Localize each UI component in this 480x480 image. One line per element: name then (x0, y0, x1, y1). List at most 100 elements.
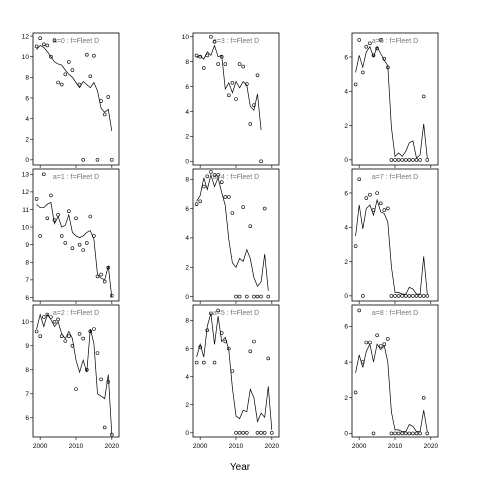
y-tick-label: 6 (25, 95, 29, 102)
data-point (110, 432, 114, 437)
data-point (88, 214, 93, 219)
data-point (102, 112, 107, 117)
data-point (85, 52, 89, 57)
panel-frame (32, 304, 120, 438)
panel-title: a=3 : f=Fleet D (213, 38, 259, 45)
x-tick-label: 2000 (33, 443, 48, 450)
y-tick-label: 8 (25, 367, 29, 374)
x-tick-label: 2020 (105, 443, 120, 450)
data-point (102, 425, 107, 430)
data-point (255, 430, 260, 435)
data-point (70, 343, 75, 348)
data-point (411, 431, 415, 436)
data-point (245, 430, 249, 435)
data-point (88, 329, 93, 334)
data-point (418, 431, 422, 436)
y-tick-label: 4 (25, 116, 29, 123)
data-point (396, 294, 401, 298)
data-point (393, 294, 397, 298)
data-point (223, 195, 228, 199)
data-point (38, 36, 43, 41)
data-point (414, 431, 419, 436)
data-point (385, 206, 390, 211)
data-point (230, 211, 235, 215)
y-tick-label: 0 (25, 157, 29, 164)
data-point (393, 158, 397, 162)
panel-7: a=7 : f=Fleet D 0 2 4 6 (344, 168, 439, 304)
y-tick-label: 2 (25, 137, 29, 144)
y-tick-label: 0 (185, 159, 189, 166)
data-point (77, 331, 82, 336)
y-tick-label: 4 (185, 235, 189, 242)
panel-frame (192, 304, 280, 438)
data-point (375, 191, 379, 195)
panel-frame (192, 168, 280, 302)
data-point (418, 294, 422, 298)
data-point (378, 38, 383, 42)
data-point (74, 216, 78, 221)
data-point (198, 54, 202, 59)
data-point (219, 331, 224, 335)
data-point (59, 234, 64, 238)
data-point (56, 317, 60, 322)
data-point (248, 122, 253, 126)
data-point (259, 430, 263, 435)
data-point (110, 293, 114, 298)
data-point (368, 192, 372, 197)
y-tick-label: 6 (344, 190, 348, 197)
data-point (70, 68, 75, 72)
data-point (400, 431, 405, 436)
data-point (368, 41, 372, 46)
y-tick-label: 6 (185, 206, 189, 213)
panel-frame (351, 32, 439, 166)
data-point (205, 328, 210, 333)
panel-title: a=8 : f=Fleet D (372, 310, 418, 317)
data-point (63, 72, 68, 77)
data-point (400, 158, 405, 162)
panel-6: a=6 : f=Fleet D 0 2 4 6 (344, 32, 439, 168)
data-point (252, 103, 256, 107)
data-point (106, 379, 111, 384)
data-point (38, 334, 43, 339)
y-tick-label: 7 (25, 277, 29, 284)
data-point (209, 311, 213, 316)
data-point (421, 395, 426, 400)
data-point (230, 369, 235, 373)
panel-2: a=2 : f=Fleet D 6 7 8 9 10 2000 2010 2020 (22, 304, 120, 450)
data-point (45, 43, 50, 48)
data-point (77, 242, 82, 247)
series-line (355, 198, 428, 295)
x-tick-label: 2020 (265, 443, 280, 450)
data-point (259, 294, 263, 299)
data-point (407, 431, 412, 436)
y-tick-label: 2 (185, 402, 189, 409)
panels-group: a=0 : f=Fleet D 0 2 4 6 8 10 12 a=1 : f=Fleet D 6… (22, 32, 439, 450)
y-tick-label: 12 (22, 33, 30, 40)
data-point (202, 360, 206, 365)
y-tick-label: 0 (344, 293, 348, 300)
data-point (92, 327, 96, 331)
y-tick-label: 10 (22, 319, 30, 326)
data-point (49, 54, 53, 59)
panel-frame (32, 32, 120, 166)
data-point (63, 241, 68, 245)
data-point (421, 294, 426, 298)
data-point (357, 177, 362, 182)
data-point (216, 308, 220, 313)
data-point (88, 74, 93, 79)
data-point (99, 99, 103, 103)
y-tick-label: 0 (344, 431, 348, 438)
data-point (230, 81, 235, 85)
data-point (425, 431, 430, 436)
y-tick-label: 4 (344, 359, 348, 366)
data-point (382, 208, 387, 212)
data-point (389, 431, 394, 436)
y-tick-label: 2 (344, 395, 348, 402)
data-point (382, 342, 387, 347)
panel-title: a=0 : f=Fleet D (53, 38, 99, 45)
data-point (227, 346, 231, 351)
data-point (234, 430, 238, 435)
data-point (106, 95, 111, 99)
data-point (393, 431, 397, 436)
data-point (269, 430, 274, 435)
